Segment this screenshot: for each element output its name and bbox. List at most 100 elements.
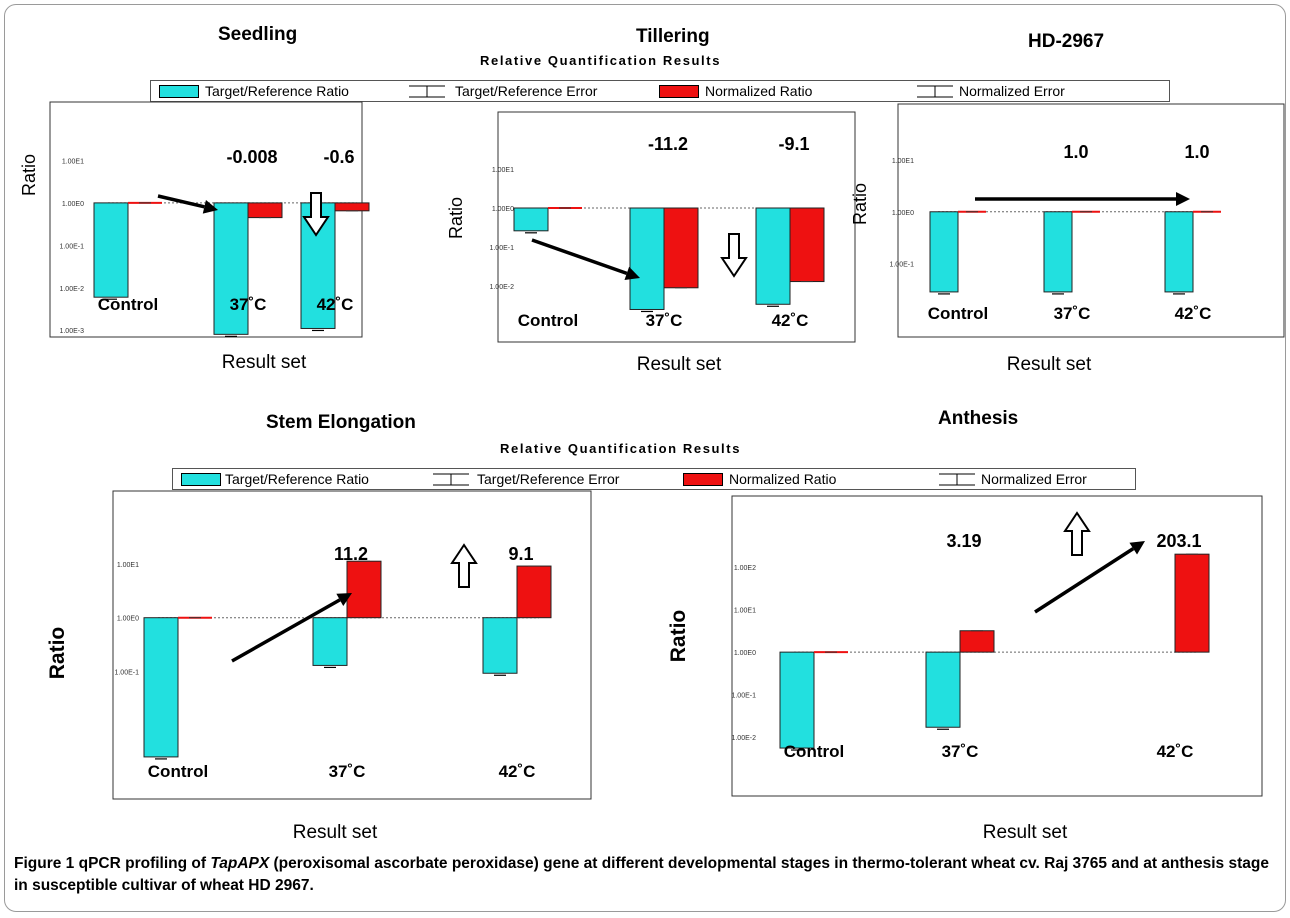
y-tick-label: 1.00E-1	[114, 670, 139, 677]
stage-title-stem: Stem Elongation	[266, 412, 416, 433]
value-annotation-1: -11.2	[648, 134, 688, 154]
y-tick-label: 1.00E0	[492, 206, 514, 213]
legend-label-target-ratio: Target/Reference Ratio	[225, 471, 369, 487]
value-annotation-2: -9.1	[778, 134, 809, 154]
y-axis-label: Ratio	[19, 154, 39, 196]
category-label-1: 37˚C	[646, 311, 683, 330]
big-trend-arrow-icon	[450, 543, 478, 588]
bar-target-1	[213, 202, 249, 335]
y-tick-label: 1.00E-1	[489, 245, 514, 252]
bar-normalized-1	[346, 560, 382, 619]
figure-frame	[4, 4, 1286, 912]
legend-label-normalized-error: Normalized Error	[959, 83, 1065, 99]
value-annotation-1: -0.008	[226, 147, 277, 167]
legend-label-normalized-ratio: Normalized Ratio	[705, 83, 813, 99]
value-annotation-1: 11.2	[334, 544, 368, 564]
y-axis-label: Ratio	[46, 627, 69, 680]
bar-target-0	[513, 207, 549, 232]
caption-text-1: qPCR profiling of	[74, 855, 211, 872]
y-tick-label: 1.00E-2	[59, 286, 84, 293]
section-title-bottom: Relative Quantification Results	[500, 441, 742, 456]
y-tick-label: 1.00E1	[734, 608, 756, 615]
y-tick-label: 1.00E-1	[59, 243, 84, 250]
y-tick-label: 1.00E-3	[59, 328, 84, 335]
big-trend-arrow-icon	[720, 233, 748, 278]
category-label-2: 42˚C	[1175, 304, 1212, 323]
y-tick-label: 1.00E1	[117, 562, 139, 569]
value-annotation-2: 1.0	[1184, 142, 1209, 162]
trend-arrow-head-icon	[1176, 192, 1190, 206]
x-axis-label: Result set	[1007, 354, 1092, 375]
trend-arrow-line	[231, 598, 341, 663]
bar-target-2	[755, 207, 791, 305]
category-label-1: 37˚C	[329, 762, 366, 781]
y-tick-label: 1.00E2	[734, 565, 756, 572]
x-axis-label: Result set	[222, 352, 307, 373]
bar-normalized-1	[663, 207, 699, 289]
bar-target-0	[779, 651, 815, 749]
legend-swatch-normalized	[683, 473, 723, 486]
legend-error-symbol-target	[433, 473, 469, 486]
trend-arrow-head-icon	[1129, 541, 1145, 555]
legend-label-target-error: Target/Reference Error	[455, 83, 598, 99]
trend-arrow-head-icon	[336, 593, 352, 606]
category-label-2: 42˚C	[499, 762, 536, 781]
value-annotation-2: 9.1	[508, 544, 533, 564]
category-label-2: 42˚C	[317, 295, 354, 314]
y-axis-label: Ratio	[667, 610, 690, 663]
y-tick-label: 1.00E0	[734, 650, 756, 657]
bar-normalized-2	[789, 207, 825, 283]
stage-title-tillering: Tillering	[636, 26, 710, 47]
category-label-0: Control	[928, 304, 988, 323]
y-tick-label: 1.00E-2	[731, 735, 756, 742]
category-label-0: Control	[98, 295, 158, 314]
category-label-0: Control	[518, 311, 578, 330]
stage-title-seedling: Seedling	[218, 24, 298, 45]
y-tick-label: 1.00E-2	[489, 284, 514, 291]
trend-arrow-line	[1034, 547, 1135, 614]
category-label-0: Control	[784, 742, 844, 761]
y-tick-label: 1.00E1	[492, 167, 514, 174]
x-axis-label: Result set	[983, 822, 1068, 843]
bar-target-0	[929, 211, 959, 293]
category-label-1: 37˚C	[230, 295, 267, 314]
category-label-0: Control	[148, 762, 208, 781]
legend-swatch-target	[181, 473, 221, 486]
y-tick-label: 1.00E0	[62, 201, 84, 208]
y-tick-label: 1.00E1	[892, 158, 914, 165]
category-label-2: 42˚C	[772, 311, 809, 330]
value-annotation-2: 203.1	[1156, 531, 1201, 551]
legend-error-symbol-target	[409, 85, 445, 98]
legend-label-target-ratio: Target/Reference Ratio	[205, 83, 349, 99]
value-annotation-1: 3.19	[946, 531, 981, 551]
trend-arrow-line	[157, 194, 205, 209]
y-tick-label: 1.00E-1	[889, 261, 914, 268]
legend-label-normalized-error: Normalized Error	[981, 471, 1087, 487]
trend-arrow-head-icon	[202, 200, 218, 214]
bar-target-1	[925, 651, 961, 728]
plot-frame	[731, 495, 1263, 797]
category-label-2: 42˚C	[1157, 742, 1194, 761]
legend-error-symbol-normalized	[917, 85, 953, 98]
caption-label: Figure 1	[14, 855, 75, 872]
y-axis-label: Ratio	[850, 183, 870, 225]
section-title-top: Relative Quantification Results	[480, 53, 722, 68]
y-axis-label: Ratio	[446, 197, 466, 239]
y-tick-label: 1.00E1	[62, 158, 84, 165]
bar-normalized-2	[516, 565, 552, 619]
caption-text-2: (peroxisomal ascorbate peroxidase) gene …	[14, 855, 1269, 894]
trend-arrow-line	[531, 238, 628, 276]
bar-target-1	[629, 207, 665, 310]
legend-swatch-normalized	[659, 85, 699, 98]
big-trend-arrow-icon	[302, 192, 330, 237]
stage-title-hd2967: HD-2967	[1028, 31, 1105, 52]
bar-target-0	[143, 617, 179, 758]
bar-normalized-2	[1174, 553, 1210, 653]
legend-swatch-target	[159, 85, 199, 98]
stage-title-anthesis: Anthesis	[938, 408, 1019, 429]
bar-target-2	[482, 617, 518, 674]
